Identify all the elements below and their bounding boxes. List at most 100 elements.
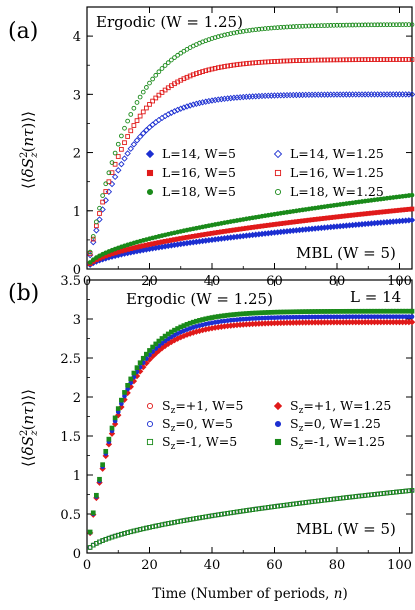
y-tick-label: 3.5 [60, 274, 81, 289]
data-point [344, 495, 349, 500]
data-point [353, 494, 359, 499]
data-point [221, 95, 228, 102]
data-point [119, 531, 124, 537]
data-point [109, 160, 115, 165]
data-point [278, 503, 284, 509]
data-point [362, 57, 368, 62]
data-point [353, 57, 359, 63]
svg-text:⟨⟨δS2z(nτ)⟩⟩: ⟨⟨δS2z(nτ)⟩⟩ [19, 389, 40, 467]
data-point [319, 57, 324, 63]
data-point [119, 146, 124, 152]
data-point [265, 25, 271, 31]
y-tick-label: 4 [73, 30, 81, 45]
data-point [94, 219, 99, 225]
data-point [278, 25, 284, 30]
legend-marker [274, 169, 282, 177]
data-point [387, 57, 393, 62]
data-point [247, 60, 252, 66]
panel-b-data [86, 308, 415, 550]
data-point [212, 512, 218, 518]
data-point [211, 96, 219, 104]
data-point [384, 490, 390, 496]
data-point [156, 523, 162, 528]
data-point [103, 536, 109, 542]
data-point [175, 519, 180, 525]
data-point [153, 341, 159, 347]
data-point [97, 211, 102, 216]
data-point [115, 406, 121, 411]
data-point [356, 22, 362, 28]
data-point [122, 531, 127, 536]
data-point [106, 436, 112, 442]
legend-marker [274, 420, 282, 428]
data-point [128, 376, 134, 382]
data-point [136, 133, 144, 140]
data-point [209, 66, 215, 72]
data-point [103, 448, 109, 454]
data-point [372, 57, 377, 62]
legend-marker [146, 188, 154, 196]
data-point [309, 57, 315, 63]
data-point [147, 80, 152, 86]
data-point [100, 199, 105, 205]
data-point [244, 28, 249, 34]
data-point [387, 490, 393, 496]
data-point [193, 100, 200, 107]
data-point [290, 501, 296, 507]
data-point [119, 133, 124, 139]
data-point [203, 68, 209, 74]
data-point [265, 505, 271, 510]
data-point [121, 155, 128, 162]
data-point [306, 23, 312, 29]
data-point [159, 336, 165, 341]
data-point [125, 134, 130, 139]
data-point [347, 57, 352, 63]
data-point [140, 130, 147, 137]
data-point [194, 71, 199, 76]
data-point [244, 61, 249, 66]
data-point [303, 500, 309, 505]
data-point [215, 96, 222, 103]
data-point [143, 126, 150, 134]
data-point [275, 58, 280, 64]
data-point [281, 58, 287, 64]
data-point [137, 360, 143, 366]
data-point [378, 491, 384, 497]
data-point [165, 60, 171, 65]
series-L=16, W=1.25 [87, 57, 415, 256]
data-point [125, 383, 130, 388]
panel-b-axes: 0 20 40 60 80 100 0 0.5 1 1.5 2 2.5 3 3.5 [60, 274, 412, 573]
legend-entry-L=16, W=5: L=16, W=5 [162, 165, 236, 180]
data-point [272, 59, 277, 64]
data-point [253, 60, 259, 66]
data-point [390, 57, 396, 62]
data-point [356, 57, 362, 63]
y-axis-label-a: ⟨⟨δS2z(nτ)⟩⟩ [19, 111, 40, 189]
data-point [137, 113, 143, 119]
annotation-mbl-b: MBL (W = 5) [296, 520, 396, 538]
data-point [359, 22, 365, 28]
data-point [124, 150, 131, 157]
data-point [97, 539, 102, 545]
data-point [284, 58, 290, 64]
data-point [253, 27, 259, 32]
data-point [212, 35, 218, 40]
data-point [128, 112, 134, 117]
data-point [259, 59, 265, 65]
data-point [140, 89, 146, 95]
panel-label-b: (b) [8, 281, 39, 306]
data-point [309, 499, 315, 505]
data-point [96, 216, 103, 223]
data-point [106, 179, 112, 185]
y-tick-label: 2 [73, 147, 81, 162]
data-point [284, 24, 290, 30]
data-point [97, 476, 102, 482]
data-point [362, 22, 368, 28]
y-axis-label-b: ⟨⟨δS2z(nτ)⟩⟩ [19, 389, 40, 467]
data-point [303, 23, 309, 29]
legend-marker [274, 188, 282, 196]
data-point [250, 60, 255, 66]
data-point [240, 61, 246, 67]
legend-entry-right-0: Sz=+1, W=1.25 [290, 398, 391, 416]
series-S_z=+1, W=1.25 [86, 318, 415, 537]
